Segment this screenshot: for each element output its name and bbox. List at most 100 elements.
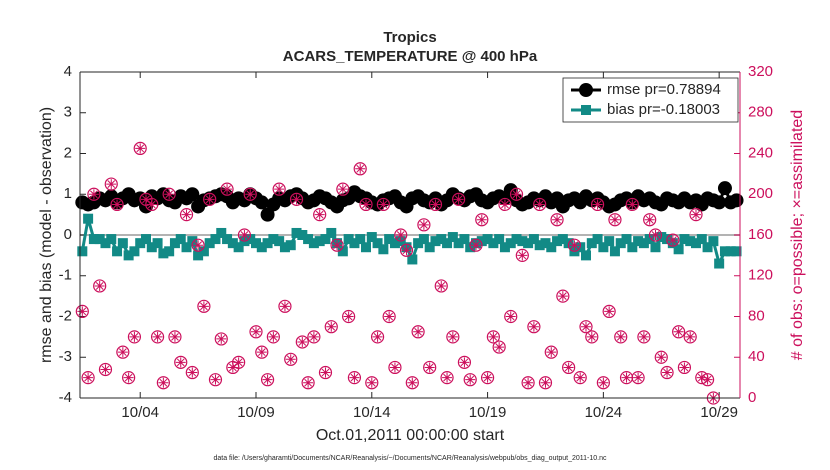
possible-point <box>272 182 286 196</box>
assimilated-point <box>372 331 383 342</box>
assimilated-point <box>604 306 615 317</box>
bias-point <box>725 246 736 257</box>
assimilated-point <box>621 372 632 383</box>
assimilated-point <box>667 235 678 246</box>
bias-point <box>343 234 354 245</box>
assimilated-point <box>141 194 151 205</box>
possible-point <box>683 330 697 344</box>
possible-point <box>237 228 252 242</box>
assimilated-point <box>557 291 568 302</box>
legend-box <box>562 77 739 123</box>
bias-point <box>714 258 725 269</box>
possible-point <box>255 345 269 359</box>
possible-point <box>365 376 379 390</box>
assimilated-point <box>146 199 157 210</box>
assimilated-point <box>465 374 476 385</box>
possible-point <box>208 373 223 387</box>
possible-point <box>394 228 408 242</box>
assimilated-point <box>638 331 649 342</box>
assimilated-point <box>222 184 233 195</box>
assimilated-point <box>262 374 273 385</box>
possible-point <box>127 330 142 344</box>
bias-point <box>627 242 638 253</box>
bias-point <box>193 250 204 261</box>
bias-point <box>285 240 296 251</box>
possible-point <box>197 299 211 313</box>
possible-point <box>342 309 356 324</box>
assimilated-point <box>592 199 603 210</box>
possible-point <box>608 213 622 227</box>
bias-point <box>418 234 429 245</box>
possible-point <box>260 373 275 387</box>
bias-point <box>106 234 117 245</box>
possible-point <box>388 360 402 375</box>
assimilated-point <box>117 347 128 358</box>
bias-point <box>528 234 539 245</box>
y-tick-label: -4 <box>59 389 72 406</box>
bias-point <box>117 238 128 249</box>
possible-point <box>492 340 506 354</box>
bias-point <box>198 246 209 257</box>
assimilated-point <box>563 362 574 373</box>
assimilated-point <box>129 331 140 342</box>
possible-point <box>75 304 89 319</box>
assimilated-point <box>401 245 412 256</box>
bias-point <box>673 244 684 255</box>
assimilated-point <box>198 301 209 312</box>
possible-point <box>452 192 466 206</box>
y-tick-label: -2 <box>59 307 72 324</box>
assimilated-point <box>499 199 510 210</box>
bias-point <box>378 244 389 255</box>
assimilated-point <box>314 209 325 220</box>
possible-point <box>521 376 535 390</box>
assimilated-point <box>575 372 586 383</box>
bias-point <box>187 236 198 247</box>
assimilated-point <box>517 250 528 261</box>
bias-point <box>592 234 603 245</box>
assimilated-point <box>656 352 667 363</box>
assimilated-point <box>442 372 453 383</box>
possible-point <box>533 197 547 212</box>
assimilated-point <box>569 240 580 251</box>
y-tick-label: -3 <box>59 348 72 365</box>
possible-point <box>654 350 668 364</box>
bias-point <box>256 242 267 253</box>
possible-point <box>446 330 460 344</box>
bias-point <box>459 234 470 245</box>
assimilated-point <box>77 306 88 317</box>
possible-point <box>573 371 587 385</box>
possible-point <box>145 197 159 212</box>
possible-point <box>544 345 558 359</box>
bias-point <box>94 234 105 245</box>
possible-point <box>411 325 425 339</box>
possible-point <box>417 218 431 232</box>
bias-point <box>245 234 256 245</box>
bias-point <box>511 234 522 245</box>
bias-point <box>366 232 377 243</box>
possible-point <box>168 330 182 344</box>
assimilated-point <box>349 372 360 383</box>
assimilated-point <box>586 331 597 342</box>
bias-point <box>135 238 146 249</box>
rmse-point <box>712 195 727 210</box>
bias-point <box>644 234 655 245</box>
possible-point <box>301 376 315 390</box>
possible-point <box>475 213 489 227</box>
possible-point <box>174 355 188 369</box>
assimilated-point <box>123 372 134 383</box>
possible-point <box>434 279 448 293</box>
assimilated-point <box>233 357 244 368</box>
possible-point <box>179 208 194 222</box>
bias-point <box>691 238 701 249</box>
assimilated-point <box>355 163 366 174</box>
possible-point <box>660 365 674 380</box>
possible-point <box>324 320 338 334</box>
x-axis-label: Oct.01,2011 00:00:00 start <box>316 427 505 444</box>
possible-point <box>509 187 524 201</box>
bias-point <box>389 238 400 249</box>
assimilated-point <box>326 321 337 332</box>
assimilated-point <box>691 209 701 220</box>
possible-point <box>625 197 639 212</box>
bias-point <box>349 238 360 249</box>
